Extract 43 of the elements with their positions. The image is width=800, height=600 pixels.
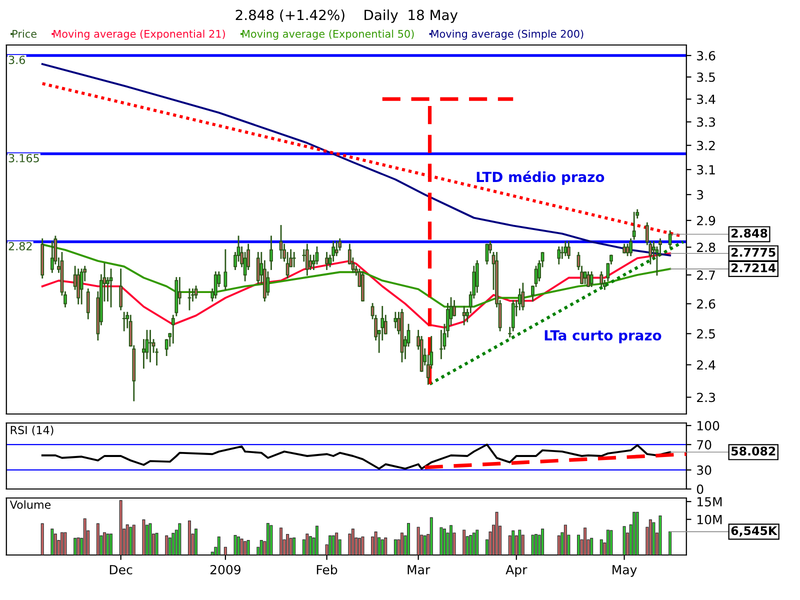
y-tick-label: 2.6 <box>697 299 716 309</box>
chart-title: 2.848 (+1.42%) Daily 18 May <box>236 9 458 23</box>
ref-line-label: 3.165 <box>8 154 39 162</box>
y-tick-label: 2.4 <box>697 360 716 370</box>
y-tick-label: 3.3 <box>697 117 715 127</box>
y-tick-label: 3.5 <box>697 72 715 82</box>
y-tick-label: 3.1 <box>697 165 715 174</box>
y-tick-label: 70 <box>697 440 712 450</box>
annotation: LTD médio prazo <box>476 170 604 185</box>
annotation: 2.7214 <box>732 263 776 272</box>
y-tick-label: 30 <box>697 465 712 475</box>
y-tick-label: 3.6 <box>697 50 716 60</box>
x-tick-label: Feb <box>316 564 338 574</box>
y-tick-label: 2.8 <box>697 242 716 252</box>
y-tick-label: 0 <box>696 484 704 494</box>
y-tick-label: 2.9 <box>697 216 716 226</box>
legend-label: Moving average (Simple 200) <box>431 30 584 40</box>
legend-label: Moving average (Exponential 50) <box>242 30 414 40</box>
x-tick-label: Mar <box>408 565 430 574</box>
annotation: 6,545K <box>731 526 778 537</box>
legend-label: Price <box>12 30 36 38</box>
ref-line-label: 2.82 <box>8 242 32 250</box>
ref-line-label: 3.6 <box>8 56 26 64</box>
y-tick-label: 3.2 <box>697 140 715 150</box>
y-tick-label: 10M <box>697 514 722 524</box>
y-tick-label: 3 <box>697 190 704 200</box>
y-tick-label: 100 <box>697 421 720 430</box>
x-tick-label: 2009 <box>210 564 240 574</box>
chart-title: Volume <box>10 500 51 509</box>
x-tick-label: Dec <box>110 565 132 574</box>
annotation: 58.082 <box>732 446 776 456</box>
y-tick-label: 15M <box>697 497 722 506</box>
y-tick-label: 2.3 <box>697 392 715 402</box>
annotation: 2.7775 <box>732 248 776 257</box>
x-tick-label: May <box>612 565 637 577</box>
y-tick-label: 3.4 <box>697 94 716 104</box>
legend-label: Moving average (Exponential 21) <box>54 30 225 40</box>
y-tick-label: 2.7 <box>697 270 715 280</box>
chart-title: RSI (14) <box>10 426 54 436</box>
x-tick-label: Apr <box>506 565 528 577</box>
annotation: LTa curto prazo <box>544 330 662 344</box>
annotation: 2.848 <box>732 228 768 238</box>
y-tick-label: 2.5 <box>697 329 715 339</box>
